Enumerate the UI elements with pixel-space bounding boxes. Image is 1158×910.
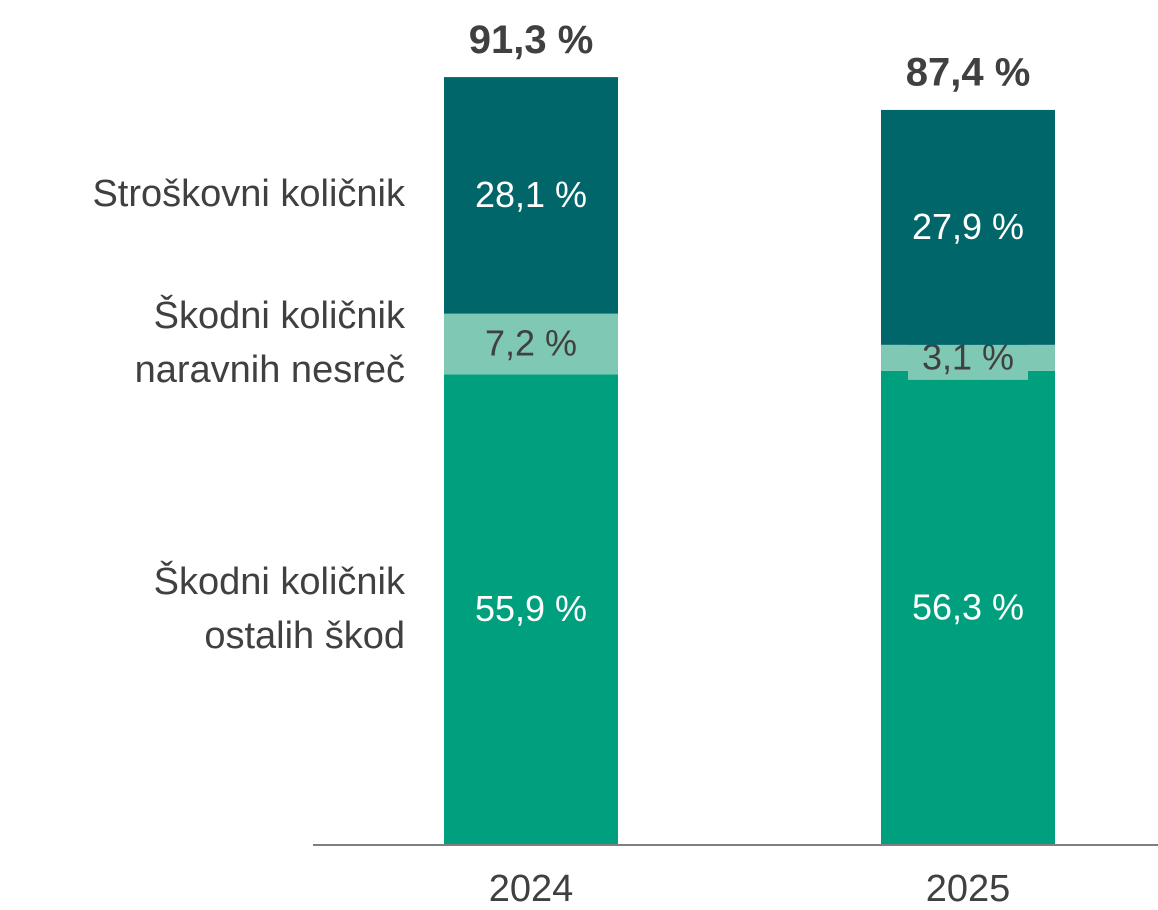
bar-segment xyxy=(881,109,1055,345)
value-label: 7,2 % xyxy=(485,323,577,364)
total-label: 87,4 % xyxy=(906,51,1031,95)
bar-segment xyxy=(444,77,618,314)
bar-segment xyxy=(881,370,1055,845)
x-tick-label: 2025 xyxy=(926,868,1011,910)
value-label: 55,9 % xyxy=(475,588,587,629)
series-label: Stroškovni količnik xyxy=(92,173,405,216)
total-label: 91,3 % xyxy=(469,18,594,62)
series-label: Škodni količnik naravnih nesreč xyxy=(134,295,405,391)
value-label: 56,3 % xyxy=(912,586,1024,627)
value-label-bg xyxy=(471,322,591,367)
bar-segment xyxy=(444,374,618,845)
series-label: Škodni količnik ostalih škod xyxy=(153,560,405,657)
value-label: 27,9 % xyxy=(912,206,1024,247)
value-label: 28,1 % xyxy=(475,174,587,215)
x-tick-label: 2024 xyxy=(489,868,574,910)
